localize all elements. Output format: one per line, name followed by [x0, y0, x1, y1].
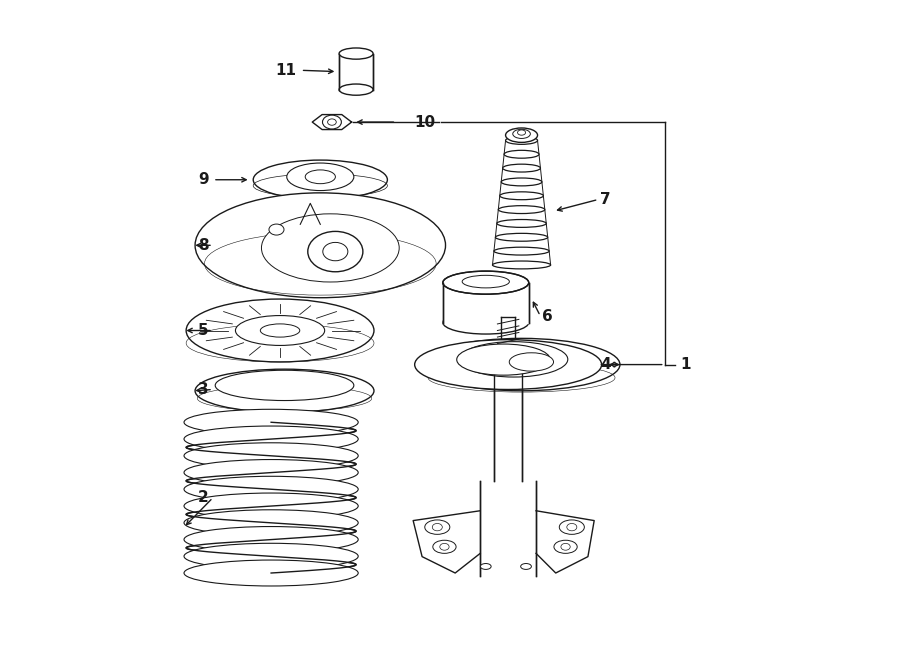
- Ellipse shape: [443, 271, 528, 294]
- Ellipse shape: [500, 192, 544, 200]
- Ellipse shape: [443, 311, 528, 334]
- Ellipse shape: [184, 443, 358, 469]
- Ellipse shape: [494, 247, 549, 255]
- Ellipse shape: [423, 338, 620, 391]
- Ellipse shape: [236, 315, 325, 346]
- Ellipse shape: [186, 299, 374, 362]
- Ellipse shape: [499, 206, 544, 214]
- Ellipse shape: [253, 160, 387, 200]
- Circle shape: [432, 524, 442, 531]
- Ellipse shape: [305, 170, 336, 184]
- Circle shape: [308, 231, 363, 272]
- Text: 1: 1: [680, 357, 691, 372]
- Text: 7: 7: [600, 192, 611, 207]
- Ellipse shape: [184, 426, 358, 452]
- Ellipse shape: [260, 324, 300, 337]
- Ellipse shape: [339, 48, 374, 59]
- Ellipse shape: [509, 353, 554, 371]
- Circle shape: [269, 224, 284, 235]
- Bar: [339, 54, 374, 90]
- Text: 2: 2: [198, 490, 209, 505]
- Ellipse shape: [184, 409, 358, 435]
- Ellipse shape: [215, 370, 354, 401]
- Ellipse shape: [184, 560, 358, 586]
- Ellipse shape: [195, 193, 446, 297]
- Ellipse shape: [339, 84, 374, 95]
- Text: 9: 9: [198, 173, 209, 187]
- Ellipse shape: [503, 164, 541, 172]
- Ellipse shape: [559, 520, 584, 534]
- Ellipse shape: [287, 163, 354, 190]
- Ellipse shape: [497, 219, 546, 227]
- Ellipse shape: [184, 459, 358, 485]
- Text: 3: 3: [198, 382, 209, 397]
- Ellipse shape: [425, 520, 450, 534]
- Circle shape: [567, 524, 577, 531]
- Text: 5: 5: [198, 323, 209, 338]
- Ellipse shape: [518, 130, 526, 136]
- Ellipse shape: [506, 136, 537, 144]
- Ellipse shape: [262, 214, 400, 282]
- Polygon shape: [312, 114, 352, 130]
- Ellipse shape: [184, 477, 358, 502]
- Ellipse shape: [506, 128, 537, 142]
- Text: 4: 4: [600, 357, 611, 372]
- Circle shape: [561, 543, 571, 550]
- Ellipse shape: [415, 340, 601, 389]
- Bar: [494, 369, 522, 481]
- Ellipse shape: [184, 543, 358, 569]
- Ellipse shape: [460, 342, 568, 377]
- Ellipse shape: [184, 510, 358, 536]
- Ellipse shape: [554, 540, 577, 553]
- Ellipse shape: [513, 130, 530, 138]
- Ellipse shape: [481, 564, 491, 569]
- Text: 6: 6: [542, 309, 553, 324]
- Ellipse shape: [492, 261, 551, 269]
- Polygon shape: [536, 511, 594, 573]
- Circle shape: [440, 543, 449, 550]
- Ellipse shape: [504, 150, 539, 158]
- Text: 8: 8: [198, 238, 209, 253]
- Ellipse shape: [463, 276, 509, 288]
- Text: 10: 10: [414, 114, 436, 130]
- Ellipse shape: [521, 564, 531, 569]
- Ellipse shape: [501, 178, 542, 186]
- Polygon shape: [413, 511, 481, 573]
- Circle shape: [322, 115, 341, 129]
- Ellipse shape: [184, 493, 358, 519]
- Ellipse shape: [495, 233, 548, 241]
- Ellipse shape: [195, 369, 374, 412]
- Ellipse shape: [184, 527, 358, 553]
- Circle shape: [328, 119, 337, 125]
- Bar: [481, 481, 536, 576]
- Circle shape: [323, 243, 348, 260]
- Bar: [443, 283, 528, 323]
- Text: 11: 11: [275, 63, 296, 78]
- Ellipse shape: [433, 540, 456, 553]
- Ellipse shape: [456, 344, 550, 375]
